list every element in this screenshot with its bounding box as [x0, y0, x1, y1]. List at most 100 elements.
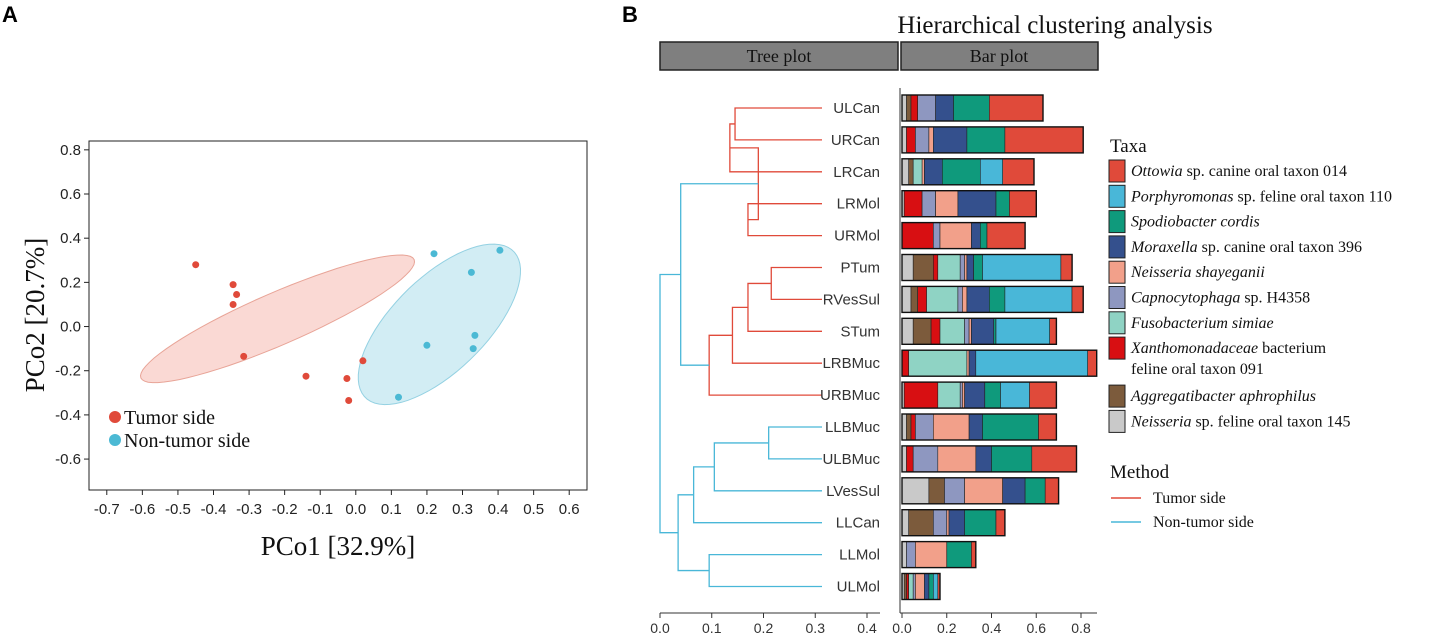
sample-label: ULMol — [837, 579, 880, 596]
taxa-rest: sp. canine oral taxon 014 — [1183, 163, 1347, 180]
dendrogram-branch — [692, 466, 822, 524]
taxa-swatch — [1108, 210, 1126, 234]
bar-tick-label: 0.0 — [892, 620, 912, 635]
bar-segment — [966, 126, 1006, 154]
bar-segment — [1024, 477, 1046, 505]
pcoa-ellipses — [139, 243, 522, 406]
bar-outline — [901, 413, 1058, 441]
method-legend-title: Method — [1110, 462, 1170, 483]
bar-segment — [921, 158, 925, 186]
panel-b-axes: 0.0 0.1 0.2 0.3 0.4 0.0 0.2 0.4 0.6 0.8 — [650, 88, 1097, 635]
bar-outline — [901, 509, 1006, 537]
bar-outline — [901, 221, 1026, 250]
non-tumor-point — [467, 268, 475, 276]
pcoa-points — [192, 246, 504, 404]
tree-plot-header-label: Tree plot — [747, 46, 812, 66]
bar-segment — [910, 94, 918, 122]
tree-tick-label: 0.4 — [857, 620, 877, 635]
y-tick-label: 0.6 — [60, 186, 81, 203]
sample-label: URBMuc — [820, 387, 881, 404]
bar-segment — [917, 286, 928, 313]
bar-segment — [982, 413, 1039, 441]
bar-segment — [908, 573, 914, 600]
bar-segment — [903, 381, 939, 409]
bar-segment — [1031, 445, 1077, 473]
bar-segment — [932, 413, 970, 441]
bar-segment — [912, 445, 939, 473]
tumor-point — [345, 397, 353, 404]
bar-outline — [901, 158, 1035, 186]
tree-tick-label: 0.3 — [806, 620, 826, 635]
bar-outline — [901, 349, 1098, 377]
bar-segment — [964, 254, 968, 281]
taxa-label: Spodiobacter cordis — [1131, 214, 1260, 231]
taxa-label: Fusobacterium simiae — [1130, 315, 1274, 332]
method-legend: Method Tumor side Non-tumor side — [1110, 462, 1254, 531]
taxa-rest: bacterium — [1258, 340, 1327, 357]
taxa-legend-title: Taxa — [1110, 136, 1147, 157]
clustering-title: Hierarchical clustering analysis — [897, 12, 1212, 39]
sample-label: LLMol — [839, 547, 880, 564]
bar-segment — [908, 509, 934, 537]
bar-segment — [968, 317, 972, 345]
bar-segment — [948, 509, 965, 537]
bar-outline — [901, 317, 1058, 345]
bar-segment — [901, 254, 914, 281]
bar-segment — [924, 573, 930, 600]
taxa-swatch — [1108, 159, 1126, 183]
bar-tick-label: 0.4 — [982, 620, 1002, 635]
bar-segment — [973, 254, 983, 281]
taxa-label: Neisseria shayeganii — [1130, 264, 1265, 281]
taxa-genus: Neisseria shayeganii — [1130, 264, 1265, 281]
bar-segment — [979, 158, 1003, 186]
bar-segment — [1002, 477, 1026, 505]
bar-segment — [1004, 286, 1073, 313]
dendrogram-branch — [713, 442, 822, 492]
bar-segment — [906, 445, 914, 473]
bar-segment — [912, 317, 932, 345]
bar-segment — [912, 254, 934, 281]
bar-segment — [1029, 381, 1057, 409]
x-tick-label: 0.1 — [381, 501, 402, 518]
y-tick-label: 0.8 — [60, 142, 81, 159]
bar-outline — [901, 253, 1073, 282]
bar-segment — [906, 573, 910, 600]
bar-segment — [995, 190, 1010, 217]
taxa-swatch — [1108, 286, 1126, 309]
panel-a-letter: A — [2, 2, 18, 27]
tumor-ellipse — [139, 254, 416, 384]
bar-segment — [966, 254, 974, 281]
x-tick-label: -0.5 — [165, 501, 191, 518]
non-tumor-point — [430, 250, 438, 258]
bar-segment — [901, 222, 934, 249]
taxa-swatch — [1108, 409, 1126, 433]
bar-segment — [939, 317, 965, 345]
taxa-genus: Fusobacterium simiae — [1130, 315, 1274, 332]
bar-segment — [1038, 413, 1057, 441]
x-tick-label: -0.2 — [272, 501, 298, 518]
y-tick-label: 0.0 — [60, 319, 81, 336]
bar-outline — [901, 189, 1038, 218]
taxa-rest: sp. feline oral taxon 110 — [1234, 188, 1392, 205]
bar-segment — [906, 126, 916, 154]
non-tumor-point — [469, 345, 477, 353]
sample-label: LLBMuc — [825, 419, 881, 436]
bar-segment — [957, 190, 997, 217]
dendrogram-branch — [729, 123, 822, 173]
non-tumor-ellipse — [357, 243, 522, 406]
bar-segment — [939, 222, 972, 249]
bar-segment — [906, 94, 912, 122]
pcoa-y-ticks: 0.8 0.6 0.4 0.2 0.0 -0.2 -0.4 -0.6 — [55, 142, 89, 468]
y-tick-label: -0.2 — [55, 363, 81, 380]
bar-segment — [930, 317, 941, 345]
bar-segment — [928, 573, 934, 600]
x-tick-label: 0.3 — [452, 501, 473, 518]
dendrogram-branch — [731, 306, 822, 364]
bar-segment — [1009, 190, 1037, 217]
bar-segment — [1000, 381, 1030, 409]
sample-label: STum — [841, 323, 880, 340]
bar-segment — [964, 477, 1003, 505]
bar-segment — [901, 317, 914, 345]
bar-segment — [968, 413, 983, 441]
pcoa-y-title: PCo2 [20.7%] — [20, 238, 50, 393]
